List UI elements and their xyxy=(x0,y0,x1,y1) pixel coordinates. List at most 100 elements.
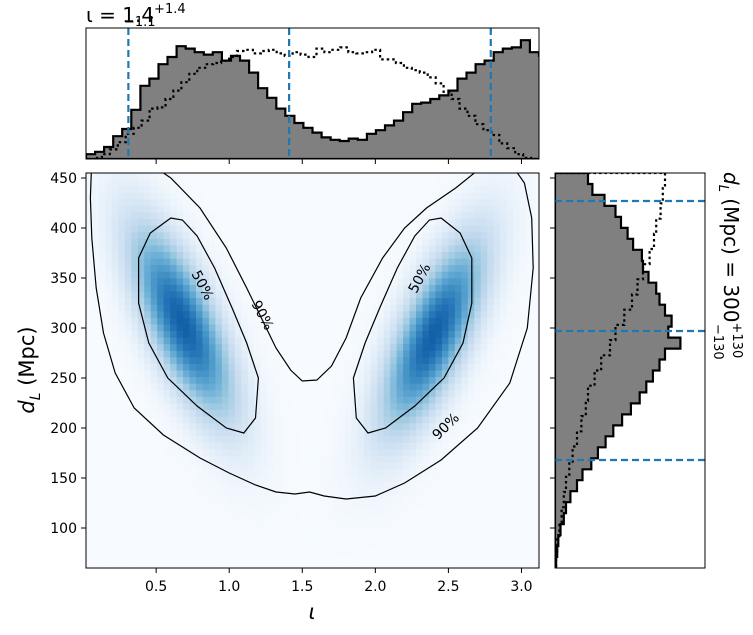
heatmap-cell xyxy=(526,535,534,543)
heatmap-cell xyxy=(383,521,391,530)
heatmap-cell xyxy=(105,199,113,207)
heatmap-cell xyxy=(357,357,365,365)
heatmap-cell xyxy=(183,304,191,312)
heatmap-cell xyxy=(467,173,475,181)
heatmap-cell xyxy=(519,489,527,497)
heatmap-cell xyxy=(189,317,197,326)
heatmap-cell xyxy=(105,186,113,194)
heatmap-cell xyxy=(422,429,430,437)
heatmap-cell xyxy=(176,350,184,358)
heatmap-cell xyxy=(493,383,501,391)
heatmap-cell xyxy=(441,377,449,385)
heatmap-cell xyxy=(403,344,411,352)
heatmap-cell xyxy=(351,541,359,549)
heatmap-cell xyxy=(208,423,217,431)
heatmap-cell xyxy=(86,396,94,405)
heatmap-cell xyxy=(286,331,294,339)
heatmap-cell xyxy=(480,396,488,405)
heatmap-cell xyxy=(454,219,462,227)
heatmap-cell xyxy=(519,331,527,339)
heatmap-cell xyxy=(532,449,539,457)
heatmap-cell xyxy=(150,521,158,530)
heatmap-cell xyxy=(500,377,508,385)
heatmap-cell xyxy=(118,436,126,444)
heatmap-cell xyxy=(467,403,475,411)
heatmap-cell xyxy=(351,410,359,418)
heatmap-cell xyxy=(105,225,113,233)
heatmap-cell xyxy=(357,212,365,220)
heatmap-cell xyxy=(403,225,411,233)
heatmap-cell xyxy=(208,515,217,523)
heatmap-cell xyxy=(422,199,430,207)
heatmap-cell xyxy=(506,258,514,266)
heatmap-cell xyxy=(215,548,223,556)
heatmap-cell xyxy=(461,561,469,568)
heatmap-cell xyxy=(234,390,242,398)
heatmap-cell xyxy=(131,423,139,431)
heatmap-cell xyxy=(377,363,385,372)
heatmap-cell xyxy=(118,410,126,418)
heatmap-cell xyxy=(428,212,437,220)
heatmap-cell xyxy=(306,350,314,358)
heatmap-cell xyxy=(176,502,184,510)
heatmap-cell xyxy=(461,390,469,398)
heatmap-cell xyxy=(325,554,333,563)
heatmap-cell xyxy=(105,535,113,543)
heatmap-cell xyxy=(306,462,314,470)
heatmap-cell xyxy=(254,199,262,207)
heatmap-cell xyxy=(318,199,327,207)
heatmap-cell xyxy=(241,363,249,372)
heatmap-cell xyxy=(150,199,158,207)
heatmap-cell xyxy=(461,370,469,378)
heatmap-cell xyxy=(111,416,119,424)
heatmap-cell xyxy=(215,416,223,424)
heatmap-cell xyxy=(234,205,242,214)
heatmap-cell xyxy=(383,304,391,312)
heatmap-cell xyxy=(267,232,275,240)
heatmap-cell xyxy=(428,179,437,187)
heatmap-cell xyxy=(403,515,411,523)
heatmap-cell xyxy=(254,291,262,299)
heatmap-cell xyxy=(111,377,119,385)
heatmap-cell xyxy=(137,469,145,477)
heatmap-cell xyxy=(390,449,398,457)
heatmap-cell xyxy=(170,271,178,279)
heatmap-cell xyxy=(506,370,514,378)
heatmap-cell xyxy=(519,258,527,266)
heatmap-cell xyxy=(409,304,417,312)
heatmap-cell xyxy=(215,271,223,279)
heatmap-cell xyxy=(532,469,539,477)
heatmap-cell xyxy=(183,331,191,339)
heatmap-cell xyxy=(299,252,307,260)
heatmap-cell xyxy=(254,416,262,424)
heatmap-cell xyxy=(467,383,475,391)
heatmap-cell xyxy=(383,317,391,326)
heatmap-cell xyxy=(344,416,352,424)
heatmap-cell xyxy=(286,219,294,227)
heatmap-cell xyxy=(208,304,217,312)
heatmap-cell xyxy=(170,199,178,207)
heatmap-cell xyxy=(480,245,488,253)
heatmap-cell xyxy=(137,429,145,437)
heatmap-cell xyxy=(208,377,217,385)
heatmap-cell xyxy=(416,462,424,470)
heatmap-cell xyxy=(513,363,521,372)
heatmap-cell xyxy=(416,423,424,431)
heatmap-cell xyxy=(92,317,100,326)
heatmap-cell xyxy=(474,317,482,326)
heatmap-cell xyxy=(144,410,152,418)
heatmap-cell xyxy=(435,482,443,490)
heatmap-cell xyxy=(267,410,275,418)
heatmap-cell xyxy=(480,205,488,214)
heatmap-cell xyxy=(202,377,210,385)
heatmap-cell xyxy=(293,482,301,490)
heatmap-cell xyxy=(215,238,223,247)
heatmap-cell xyxy=(318,192,327,200)
heatmap-cell xyxy=(131,561,139,568)
heatmap-cell xyxy=(124,258,132,266)
heatmap-cell xyxy=(86,403,94,411)
heatmap-cell xyxy=(390,186,398,194)
heatmap-cell xyxy=(280,449,288,457)
heatmap-cell xyxy=(422,232,430,240)
heatmap-cell xyxy=(254,317,262,326)
